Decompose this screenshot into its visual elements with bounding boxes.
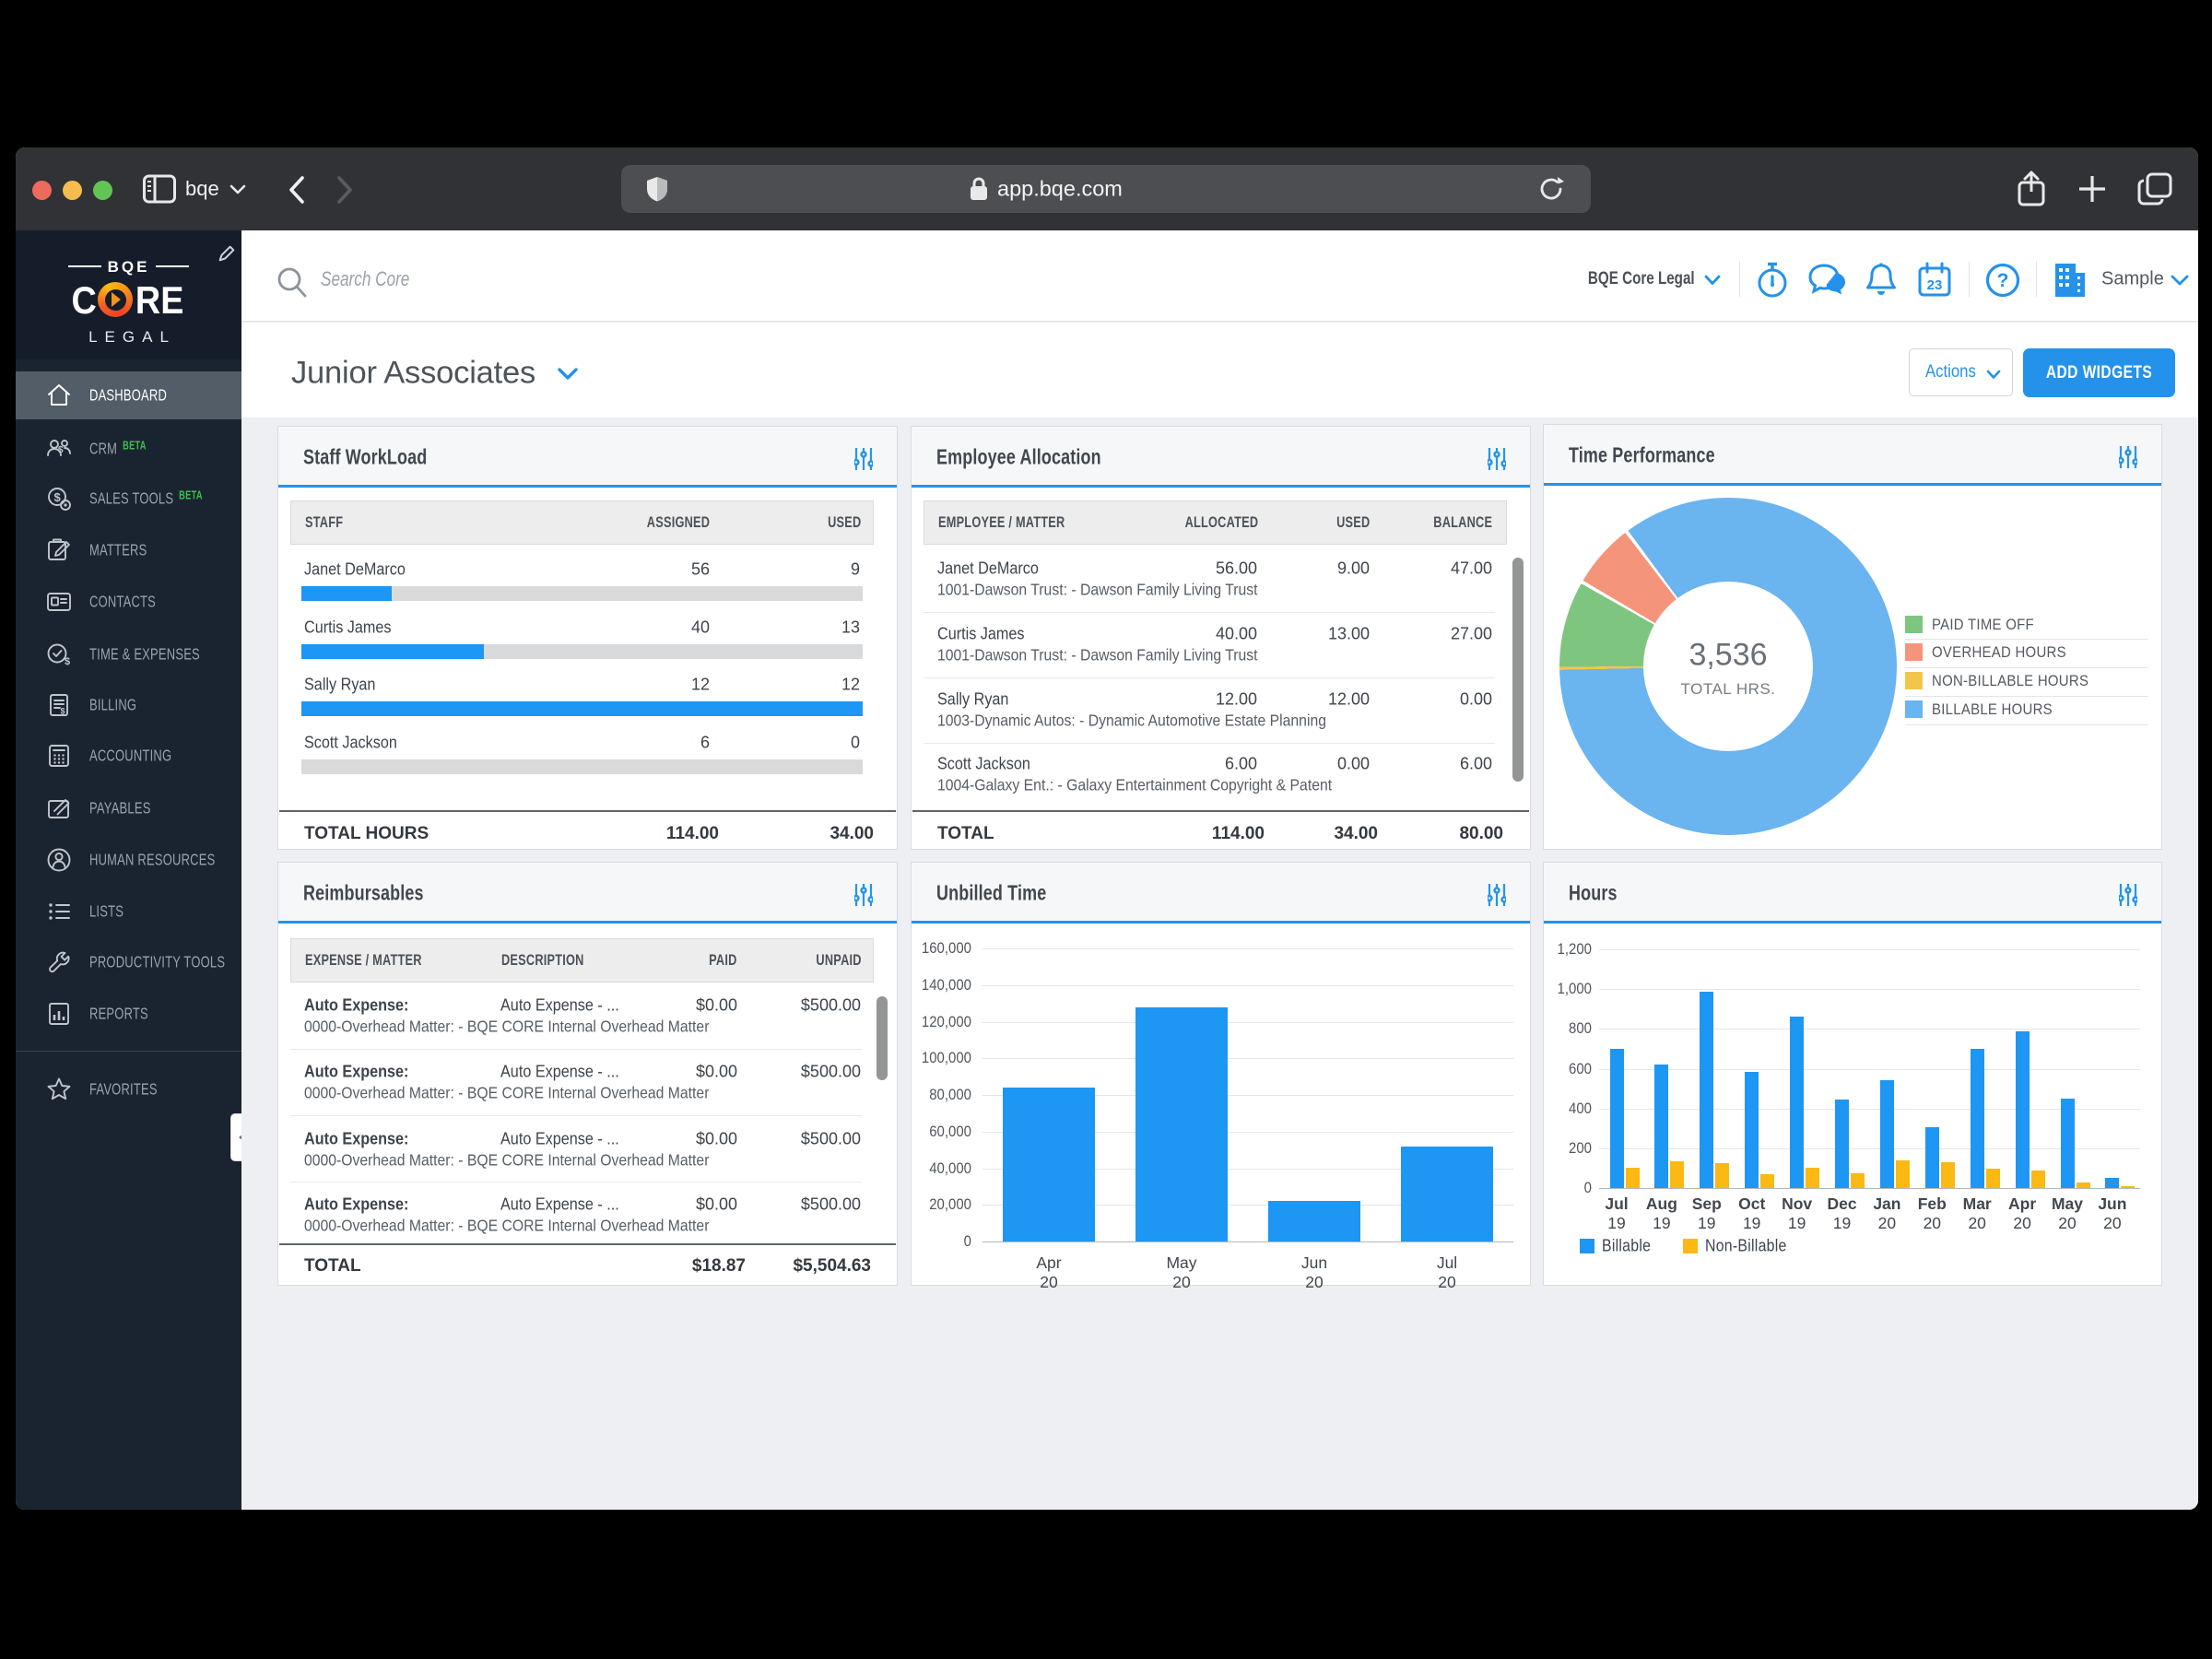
svg-text:?: ? <box>1997 270 2009 291</box>
svg-text:$: $ <box>61 707 65 716</box>
svg-text:$: $ <box>54 490 62 504</box>
svg-text:$: $ <box>58 445 64 455</box>
svg-text:23: 23 <box>1927 277 1943 293</box>
svg-text:$: $ <box>65 656 70 667</box>
